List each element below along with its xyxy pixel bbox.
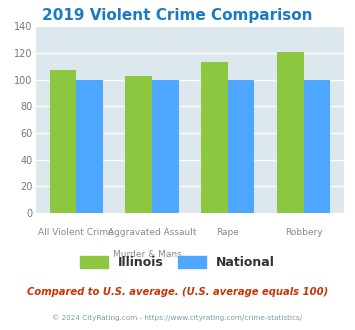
Bar [125,76,152,213]
Text: Murder & Mans...: Murder & Mans... [113,250,191,259]
Text: 2019 Violent Crime Comparison: 2019 Violent Crime Comparison [42,8,313,23]
Text: Rape: Rape [217,228,239,237]
Bar [228,80,255,213]
Bar [152,80,179,213]
Bar [201,62,228,213]
Text: Aggravated Assault: Aggravated Assault [108,228,196,237]
Bar [76,80,103,213]
Text: Robbery: Robbery [285,228,323,237]
Legend: Illinois, National: Illinois, National [76,252,279,273]
Text: © 2024 CityRating.com - https://www.cityrating.com/crime-statistics/: © 2024 CityRating.com - https://www.city… [53,314,302,321]
Bar [50,70,76,213]
Bar [304,80,330,213]
Bar [277,52,304,213]
Text: Compared to U.S. average. (U.S. average equals 100): Compared to U.S. average. (U.S. average … [27,287,328,297]
Text: All Violent Crime: All Violent Crime [38,228,114,237]
